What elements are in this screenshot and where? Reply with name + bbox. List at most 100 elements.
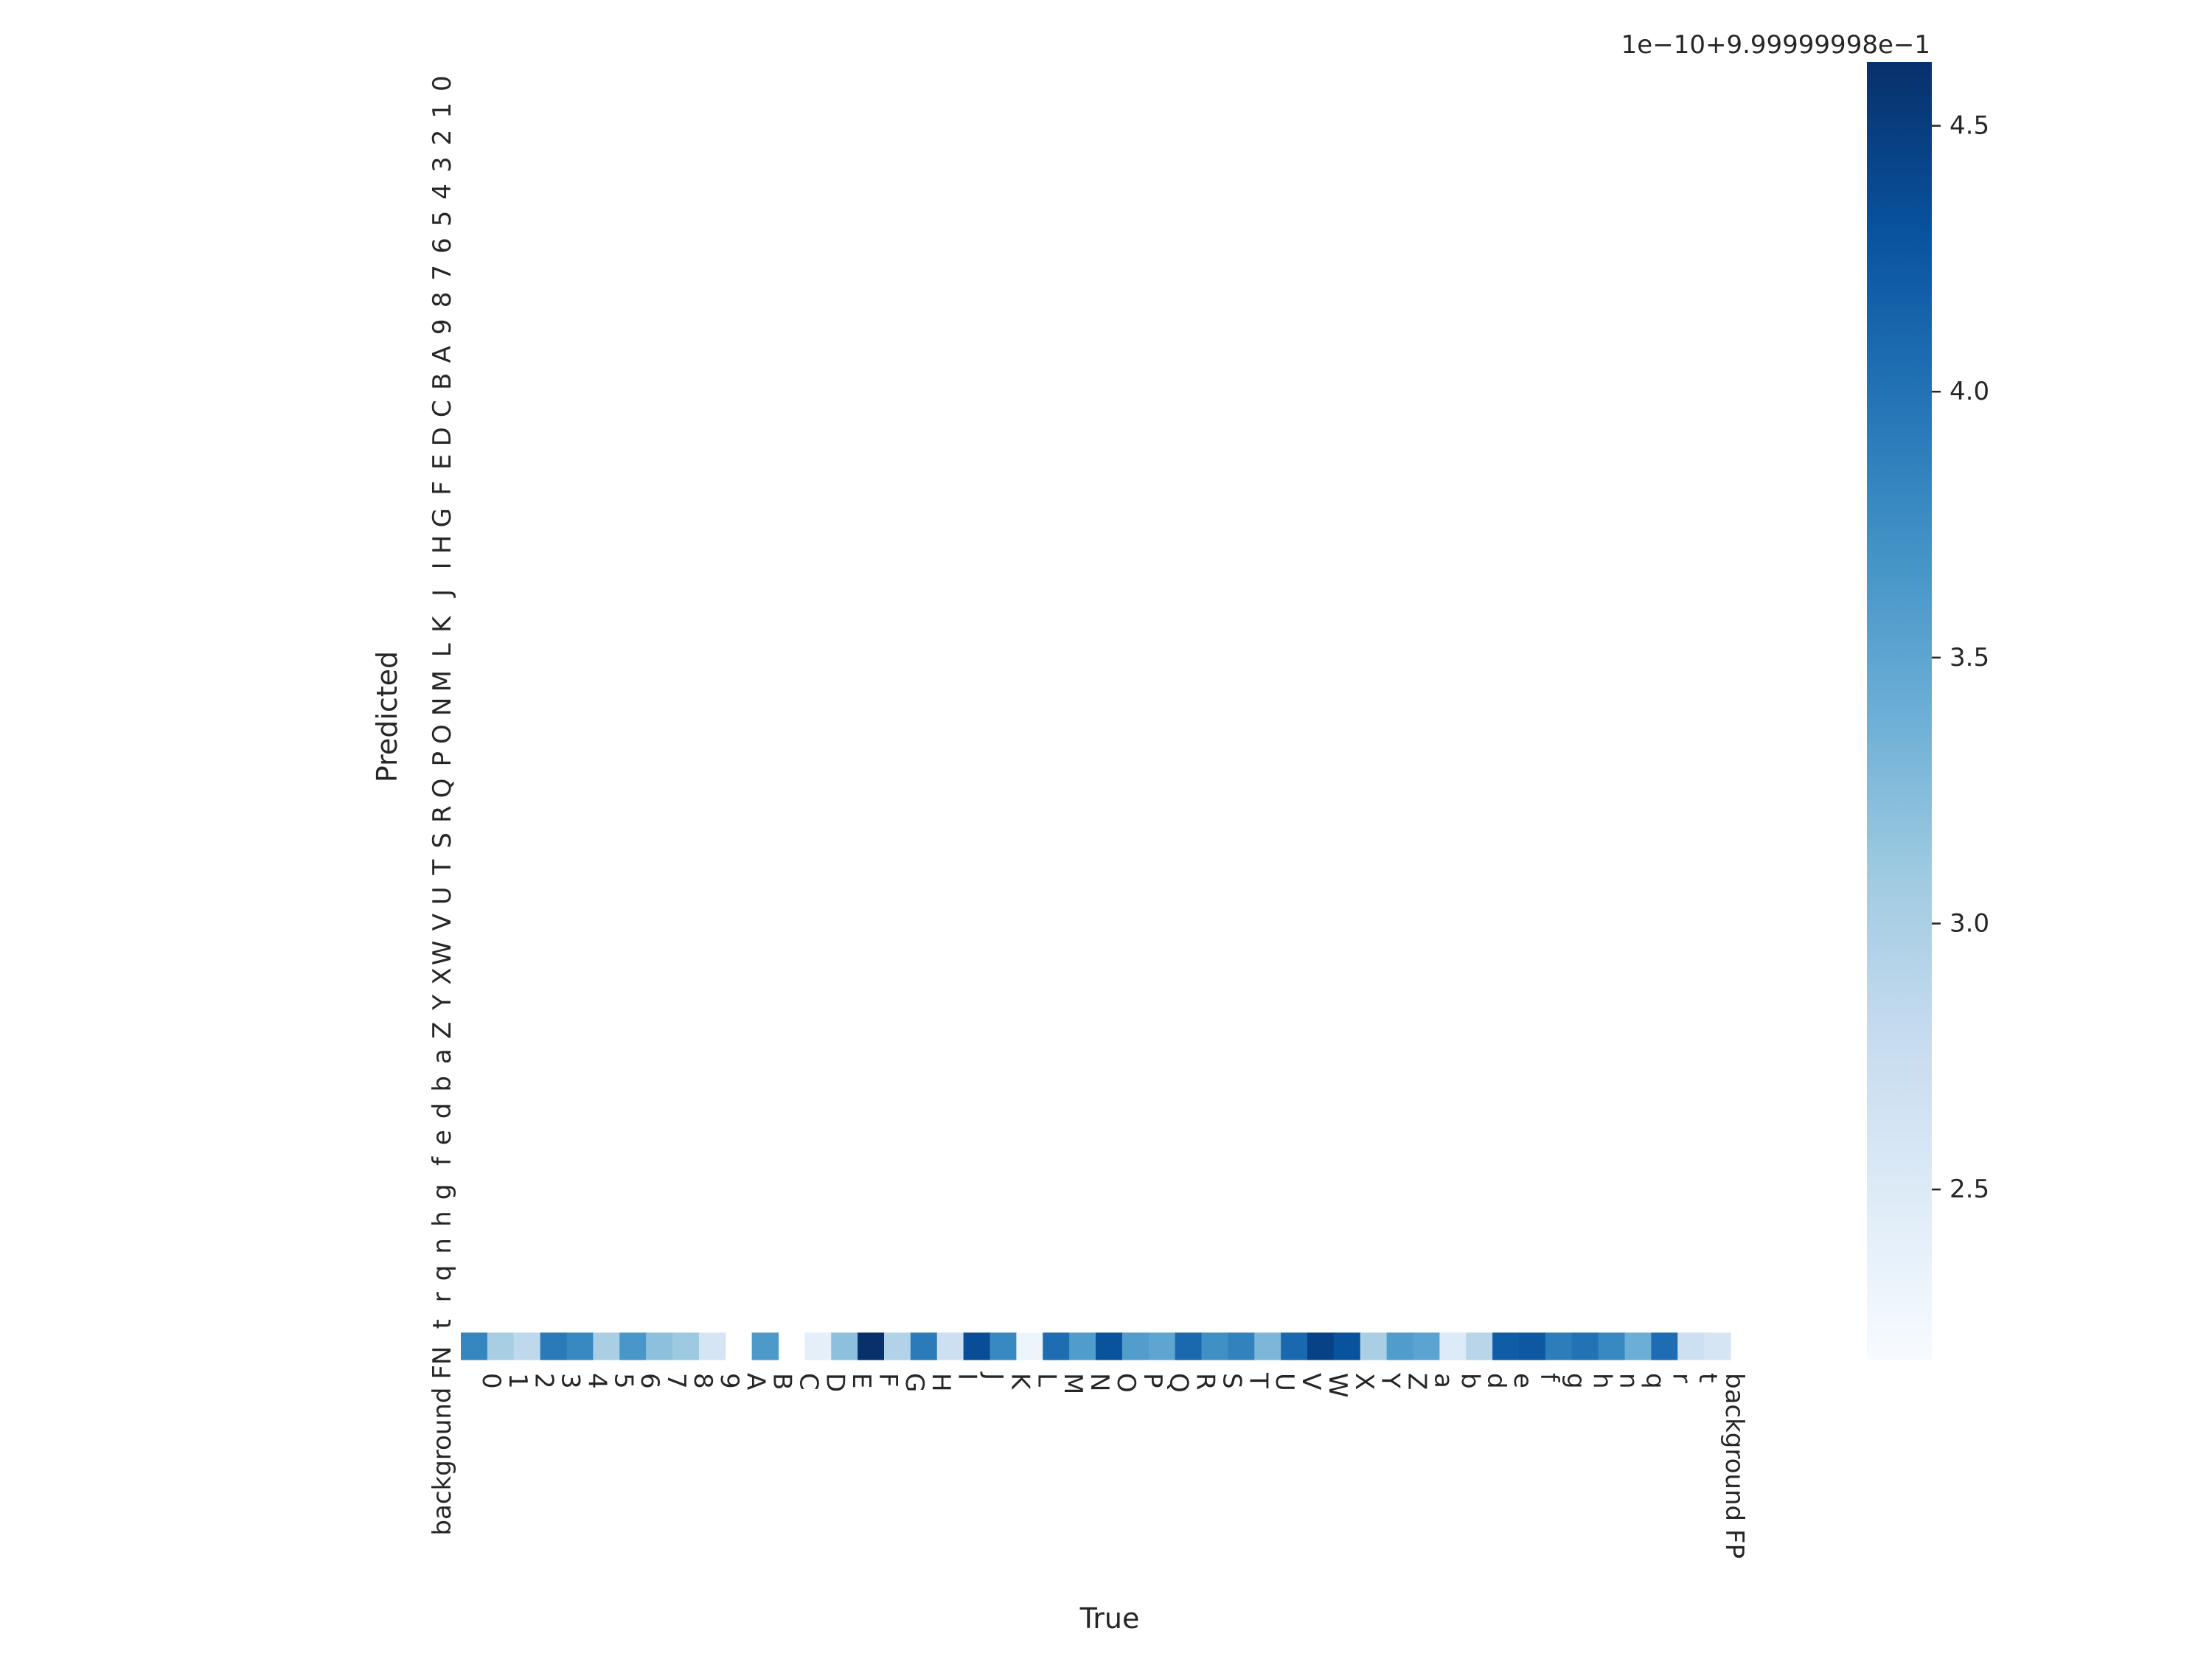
heatmap-cell — [963, 1332, 991, 1360]
heatmap-cell — [936, 1332, 964, 1360]
y-tick-label: 2 — [428, 130, 457, 146]
x-tick-label: H — [926, 1373, 956, 1392]
colorbar-gradient — [1867, 62, 1932, 1360]
y-tick-label: M — [428, 670, 457, 692]
heatmap-cell — [751, 1332, 779, 1360]
x-tick-label: 6 — [635, 1373, 664, 1389]
y-tick-label: 5 — [428, 211, 457, 227]
heatmap-cell — [619, 1332, 647, 1360]
y-tick-label: 8 — [428, 292, 457, 308]
x-tick-label: g — [1561, 1373, 1590, 1389]
heatmap-cell — [804, 1332, 832, 1360]
heatmap-cell — [1704, 1332, 1731, 1360]
x-tick-label: K — [1005, 1373, 1034, 1391]
y-tick-label: X — [428, 967, 457, 984]
heatmap-cell — [698, 1332, 726, 1360]
x-axis-label: True — [1079, 1602, 1140, 1635]
colorbar-tick-label: 4.5 — [1950, 111, 1989, 141]
heatmap-cell — [461, 1332, 488, 1360]
y-axis-label: Predicted — [371, 651, 403, 782]
x-tick-label: B — [768, 1373, 797, 1390]
heatmap-cell — [1043, 1332, 1070, 1360]
colorbar-tick-label: 2.5 — [1950, 1175, 1989, 1204]
x-tick-label: C — [793, 1373, 823, 1391]
y-tick-label: 0 — [428, 75, 457, 91]
x-tick-label: 5 — [608, 1373, 638, 1389]
heatmap-cell — [1148, 1332, 1176, 1360]
y-tick-label: E — [428, 454, 457, 470]
heatmap-cell — [593, 1332, 620, 1360]
heatmap-cell — [1228, 1332, 1255, 1360]
y-tick-label: R — [428, 805, 457, 823]
y-tick-label: C — [428, 400, 457, 417]
y-tick-label: F — [428, 481, 457, 495]
heatmap-cell — [1281, 1332, 1308, 1360]
heatmap-cell — [1096, 1332, 1123, 1360]
x-tick-label: e — [1508, 1373, 1537, 1388]
x-tick-label: I — [953, 1373, 982, 1380]
heatmap-cell — [646, 1332, 673, 1360]
x-tick-label: N — [1085, 1373, 1114, 1391]
x-tick-label: 1 — [503, 1373, 532, 1389]
x-tick-label: b — [1455, 1373, 1484, 1389]
x-tick-label: 7 — [661, 1373, 691, 1389]
heatmap-cell — [1651, 1332, 1678, 1360]
y-tick-label: 1 — [428, 102, 457, 119]
y-tick-label: I — [428, 562, 457, 569]
y-tick-label: 6 — [428, 237, 457, 254]
x-tick-label: background FP — [1719, 1373, 1749, 1559]
x-tick-label: F — [873, 1373, 902, 1388]
x-tick-label: a — [1428, 1373, 1458, 1388]
y-tick-label: f — [428, 1156, 457, 1166]
x-tick-label: A — [741, 1373, 771, 1390]
x-tick-label: G — [900, 1373, 929, 1392]
y-tick-label: background FN — [428, 1346, 457, 1536]
y-tick-label: N — [428, 698, 457, 716]
heatmap-cell — [1624, 1332, 1652, 1360]
y-tick-label: t — [428, 1319, 457, 1329]
heatmap-plot — [461, 1332, 1731, 1360]
y-tick-label: D — [428, 427, 457, 446]
x-tick-label: Q — [1164, 1373, 1194, 1393]
y-tick-label: d — [428, 1103, 457, 1119]
x-tick-label: t — [1693, 1373, 1722, 1382]
x-tick-label: T — [1243, 1372, 1273, 1388]
x-tick-label: 2 — [529, 1373, 559, 1389]
heatmap-cell — [1571, 1332, 1599, 1360]
y-tick-label: 3 — [428, 156, 457, 173]
heatmap-cell — [1069, 1332, 1096, 1360]
x-tick-label: Y — [1376, 1372, 1405, 1388]
heatmap-cell — [1519, 1332, 1546, 1360]
y-tick-label: V — [428, 914, 457, 931]
y-tick-label: P — [428, 751, 457, 767]
y-tick-label: 9 — [428, 319, 457, 335]
colorbar-tick-label: 3.5 — [1950, 643, 1989, 672]
heatmap-cell — [1545, 1332, 1573, 1360]
y-tick-label: Y — [428, 995, 457, 1011]
x-tick-label: M — [1058, 1373, 1088, 1394]
y-tick-label: U — [428, 886, 457, 905]
y-tick-label: 7 — [428, 265, 457, 281]
colorbar-tick-label: 4.0 — [1950, 377, 1989, 406]
x-tick-label: 3 — [556, 1373, 585, 1389]
colorbar: 1e−10+9.99999998e−1 2.5 3.0 3.5 4.0 4.5 — [1621, 30, 1989, 1360]
y-tick-label: b — [428, 1076, 457, 1092]
x-tick-label: d — [1481, 1373, 1511, 1389]
heatmap-cell — [1175, 1332, 1203, 1360]
x-tick-label: f — [1534, 1373, 1564, 1382]
x-tick-label: R — [1191, 1373, 1220, 1391]
heatmap-cell — [566, 1332, 594, 1360]
y-tick-label: B — [428, 373, 457, 390]
heatmap-cell — [672, 1332, 700, 1360]
y-tick-label: e — [428, 1130, 457, 1145]
heatmap-cell — [1466, 1332, 1493, 1360]
y-tick-label: 4 — [428, 184, 457, 200]
x-tick-label: 4 — [582, 1373, 611, 1389]
x-tick-label: 0 — [476, 1373, 506, 1389]
heatmap-cell — [1492, 1332, 1520, 1360]
x-tick-label: X — [1349, 1373, 1379, 1390]
x-tick-label: r — [1666, 1373, 1696, 1383]
y-tick-label: g — [428, 1184, 457, 1200]
x-tick-label: h — [1587, 1373, 1617, 1389]
y-tick-label: Q — [428, 779, 457, 799]
